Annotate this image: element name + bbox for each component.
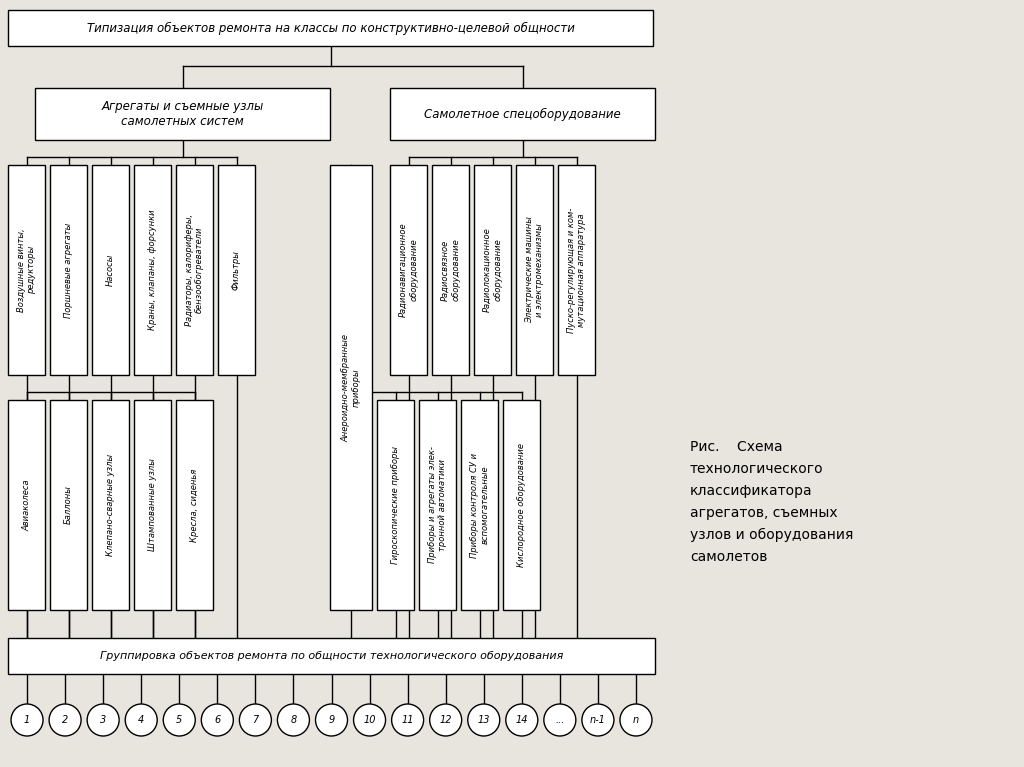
Text: Анероидно-мембранные
приборы: Анероидно-мембранные приборы [341,334,360,442]
Circle shape [315,704,347,736]
Circle shape [202,704,233,736]
Text: 9: 9 [329,715,335,725]
Circle shape [163,704,196,736]
Circle shape [125,704,158,736]
FancyBboxPatch shape [134,165,171,375]
FancyBboxPatch shape [8,638,655,674]
Text: Группировка объектов ремонта по общности технологического оборудования: Группировка объектов ремонта по общности… [99,651,563,661]
Circle shape [11,704,43,736]
Text: 2: 2 [62,715,69,725]
FancyBboxPatch shape [8,165,45,375]
Text: Краны, клапаны, форсунки: Краны, клапаны, форсунки [148,209,157,331]
Circle shape [240,704,271,736]
Text: Авиаколеса: Авиаколеса [22,479,31,531]
FancyBboxPatch shape [218,165,255,375]
Text: Радионавигационное
оборудование: Радионавигационное оборудование [398,222,418,318]
FancyBboxPatch shape [377,400,414,610]
Text: Приборы контроля СУ и
вспомогательные: Приборы контроля СУ и вспомогательные [470,453,489,558]
Text: Штампованные узлы: Штампованные узлы [148,459,157,551]
Circle shape [506,704,538,736]
Text: агрегатов, съемных: агрегатов, съемных [690,506,838,520]
Text: Рис.    Схема: Рис. Схема [690,440,782,454]
Text: 11: 11 [401,715,414,725]
Text: 3: 3 [100,715,106,725]
FancyBboxPatch shape [8,10,653,46]
Text: 12: 12 [439,715,452,725]
FancyBboxPatch shape [176,400,213,610]
Text: Радиолокационное
оборудование: Радиолокационное оборудование [482,228,502,312]
Text: классификатора: классификатора [690,484,813,498]
FancyBboxPatch shape [50,165,87,375]
Text: Насосы: Насосы [106,254,115,286]
FancyBboxPatch shape [558,165,595,375]
Text: Клепано-сварные узлы: Клепано-сварные узлы [106,454,115,556]
FancyBboxPatch shape [474,165,511,375]
Circle shape [430,704,462,736]
FancyBboxPatch shape [50,400,87,610]
Text: 13: 13 [477,715,490,725]
Circle shape [49,704,81,736]
FancyBboxPatch shape [461,400,498,610]
Text: 1: 1 [24,715,30,725]
Circle shape [278,704,309,736]
FancyBboxPatch shape [516,165,553,375]
Text: Гироскопические приборы: Гироскопические приборы [391,446,400,564]
Text: технологического: технологического [690,462,823,476]
Text: Самолетное спецоборудование: Самолетное спецоборудование [424,107,621,120]
Text: n-1: n-1 [590,715,606,725]
Circle shape [582,704,614,736]
Text: 4: 4 [138,715,144,725]
FancyBboxPatch shape [390,88,655,140]
FancyBboxPatch shape [390,165,427,375]
Text: 8: 8 [291,715,297,725]
Text: Агрегаты и съемные узлы
самолетных систем: Агрегаты и съемные узлы самолетных систе… [101,100,263,128]
Text: n: n [633,715,639,725]
FancyBboxPatch shape [134,400,171,610]
Text: узлов и оборудования: узлов и оборудования [690,528,853,542]
Text: Баллоны: Баллоны [63,486,73,525]
FancyBboxPatch shape [432,165,469,375]
FancyBboxPatch shape [92,165,129,375]
Text: 6: 6 [214,715,220,725]
Text: ...: ... [555,715,564,725]
FancyBboxPatch shape [419,400,456,610]
Text: 5: 5 [176,715,182,725]
Circle shape [353,704,386,736]
Text: Радиаторы, калориферы,
бензообогреватели: Радиаторы, калориферы, бензообогреватели [184,214,204,326]
Circle shape [544,704,575,736]
Text: Электрические машины
и электромеханизмы: Электрические машины и электромеханизмы [524,216,544,324]
Text: Фильтры: Фильтры [232,250,241,290]
Text: 14: 14 [515,715,528,725]
Text: Приборы и агрегаты элек-
тронной автоматики: Приборы и агрегаты элек- тронной автомат… [428,446,447,564]
FancyBboxPatch shape [8,400,45,610]
Text: Поршневые агрегаты: Поршневые агрегаты [63,222,73,318]
Circle shape [87,704,119,736]
Text: Воздушные винты,
редукторы: Воздушные винты, редукторы [16,229,36,312]
Text: 7: 7 [252,715,258,725]
Text: Радиосвязное
оборудование: Радиосвязное оборудование [440,239,460,301]
Circle shape [620,704,652,736]
Text: самолетов: самолетов [690,550,767,564]
Text: Кресла, сиденья: Кресла, сиденья [190,469,199,542]
FancyBboxPatch shape [176,165,213,375]
FancyBboxPatch shape [92,400,129,610]
Text: 10: 10 [364,715,376,725]
Circle shape [468,704,500,736]
FancyBboxPatch shape [503,400,540,610]
Text: Пуско-регулирующая и ком-
мутационная аппаратура: Пуско-регулирующая и ком- мутационная ап… [567,207,586,333]
Text: Кислородное оборудование: Кислородное оборудование [517,443,526,567]
Circle shape [391,704,424,736]
FancyBboxPatch shape [330,165,372,610]
FancyBboxPatch shape [35,88,330,140]
Text: Типизация объектов ремонта на классы по конструктивно-целевой общности: Типизация объектов ремонта на классы по … [87,21,574,35]
